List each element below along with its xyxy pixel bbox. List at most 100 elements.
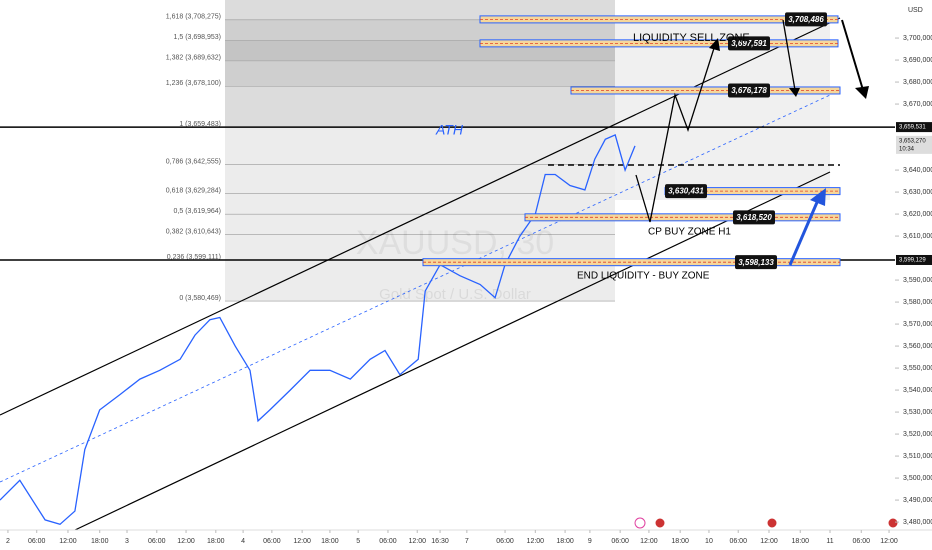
x-tick-label: 12:00 [408,538,426,545]
arrowhead [709,38,720,51]
fib-label: 1 (3,659,483) [179,121,221,128]
fib-label: 1,618 (3,708,275) [166,14,221,21]
zone-label-box [728,83,770,98]
x-tick-label: 06:00 [852,538,870,545]
price-marker-label: 3,599,129 [899,258,926,264]
x-tick-label: 18:00 [791,538,809,545]
x-tick-label: 12:00 [527,538,545,545]
y-tick-label: 3,700,000 [903,35,932,42]
price-axis [895,0,932,550]
fib-band [225,19,615,41]
x-tick-label: 06:00 [729,538,747,545]
projection-path [635,44,716,223]
y-tick-label: 3,680,000 [903,79,932,86]
y-tick-label: 3,480,000 [903,519,932,526]
projection-arrow [782,19,796,91]
y-tick-label: 3,550,000 [903,365,932,372]
fib-label: 1,236 (3,678,100) [166,80,221,87]
zone-label-box [735,255,777,270]
x-tick-label: 06:00 [496,538,514,545]
y-tick-label: 3,620,000 [903,211,932,218]
x-tick-label: 18:00 [207,538,225,545]
fib-band [225,60,615,87]
fib-label: 0,382 (3,610,643) [166,228,221,235]
y-tick-label: 3,570,000 [903,321,932,328]
channel-mid [0,94,831,483]
fib-label: 0,618 (3,629,284) [166,187,221,194]
y-tick-label: 3,560,000 [903,343,932,350]
currency: USD [908,7,923,14]
arrowhead [810,188,826,206]
projection-arrows [635,19,864,223]
price-marker-label: 3,653,270 [899,138,926,144]
projection-arrow [841,19,864,91]
x-tick-label: 12:00 [293,538,311,545]
y-tick-label: 3,630,000 [903,189,932,196]
zone-label-box [785,12,827,27]
arrowhead [855,86,869,99]
end-buy-label: END LIQUIDITY - BUY ZONE [577,271,710,282]
channel-upper [0,17,841,416]
projection-shade [615,18,830,200]
arrowhead [789,88,800,97]
zone-label-box [733,210,775,225]
y-tick-label: 3,610,000 [903,233,932,240]
buy-arrow [788,199,820,266]
event-icon[interactable] [654,517,666,529]
x-tick-label: 18:00 [556,538,574,545]
zone-label: 3,676,178 [731,86,767,95]
x-tick-label: 06:00 [379,538,397,545]
x-tick-label: 18:00 [321,538,339,545]
x-tick-label: 11 [826,538,833,545]
fib-label: 1,5 (3,698,953) [174,34,221,41]
x-tick-label: 2 [6,538,10,545]
fib-label: 0 (3,580,469) [179,295,221,302]
zone-label: 3,630,431 [668,187,704,196]
x-tick-label: 12:00 [177,538,195,545]
zone-label-box [665,184,707,199]
x-tick-label: 06:00 [148,538,166,545]
y-tick-label: 3,670,000 [903,101,932,108]
x-tick-label: 9 [588,538,592,545]
y-tick-label: 3,490,000 [903,497,932,504]
zone-label: 3,708,486 [788,15,824,24]
x-tick-label: 12:00 [880,538,898,545]
y-tick-label: 3,640,000 [903,167,932,174]
fib-label: 0,236 (3,599,111) [167,254,221,261]
x-tick-label: 3 [125,538,129,545]
event-icon[interactable] [766,517,778,529]
x-tick-label: 4 [241,538,245,545]
x-tick-label: 18:00 [671,538,689,545]
x-tick-label: 5 [356,538,360,545]
x-tick-label: 12:00 [59,538,77,545]
event-icon[interactable] [887,517,899,529]
y-tick-label: 3,500,000 [903,475,932,482]
y-tick-label: 3,520,000 [903,431,932,438]
zone-label-box [728,36,770,51]
price-marker-label: 3,659,531 [899,125,926,131]
event-icon[interactable] [634,517,646,529]
watermark-symbol: XAUUSD, 30 [356,224,554,262]
price-marker [896,122,932,133]
price-marker [896,135,932,154]
y-tick-label: 3,540,000 [903,387,932,394]
zone-label: 3,598,133 [738,258,774,267]
price-marker [896,254,932,265]
plot: 3,708,486 3,697,591 3,676,178 3,630,431 3,61… [0,12,895,526]
ath-label: ATH [435,122,464,138]
y-tick-label: 3,510,000 [903,453,932,460]
x-tick-label: 12:00 [640,538,658,545]
fib-label: 0,786 (3,642,555) [166,158,221,165]
zone-label: 3,618,520 [736,213,772,222]
axis-layer: 3,480,000 3,490,000 3,500,000 3,510,000 3,52… [6,35,932,545]
y-tick-label: 3,530,000 [903,409,932,416]
x-tick-label: 06:00 [28,538,46,545]
x-tick-label: 06:00 [263,538,281,545]
zone-label: 3,697,591 [731,39,767,48]
y-tick-label: 3,580,000 [903,299,932,306]
channel-lower [74,171,831,531]
y-tick-label: 3,690,000 [903,57,932,64]
x-tick-label: 10 [705,538,713,545]
fib-label: 0,5 (3,619,964) [174,208,221,215]
